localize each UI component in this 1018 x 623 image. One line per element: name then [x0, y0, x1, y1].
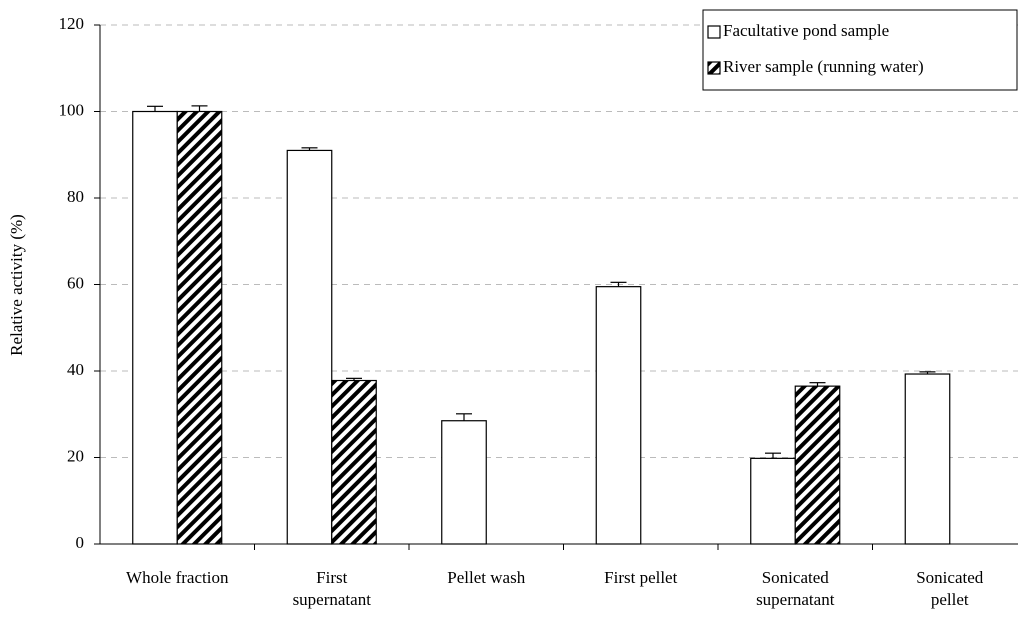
x-tick-label: Sonicated supernatant — [756, 568, 835, 609]
legend-label: River sample (running water) — [723, 57, 924, 76]
legend-swatch — [707, 61, 721, 75]
bar — [286, 149, 333, 545]
bar — [132, 110, 178, 545]
bar — [441, 420, 487, 545]
x-tick-label: Sonicated pellet — [916, 568, 984, 609]
y-tick-label: 0 — [76, 533, 85, 552]
x-tick-label: First pellet — [604, 568, 677, 587]
bar — [794, 385, 841, 545]
bar — [904, 373, 951, 545]
legend-swatch — [707, 25, 721, 39]
y-tick-label: 100 — [59, 100, 85, 119]
x-tick-label: First supernatant — [293, 568, 372, 609]
y-tick-label: 20 — [67, 446, 84, 465]
x-tick-label: Pellet wash — [447, 568, 525, 587]
y-tick-label: 120 — [59, 14, 85, 33]
bar — [331, 379, 377, 545]
y-tick-label: 60 — [67, 273, 84, 292]
bar — [595, 286, 642, 545]
y-tick-label: 40 — [67, 360, 84, 379]
x-tick-label: Whole fraction — [126, 568, 229, 587]
legend-box — [702, 9, 1018, 91]
legend-label: Facultative pond sample — [723, 21, 889, 40]
y-axis-label: Relative activity (%) — [7, 214, 26, 356]
bar — [176, 110, 223, 545]
bar — [750, 457, 796, 545]
y-tick-label: 80 — [67, 187, 84, 206]
